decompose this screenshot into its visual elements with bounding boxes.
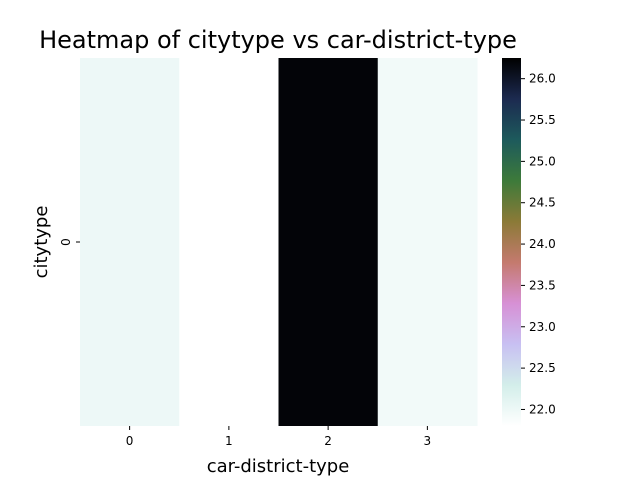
colorbar-tick-label: 24.0 — [529, 237, 556, 251]
heatmap-cell — [377, 58, 478, 426]
x-tick-label: 3 — [424, 434, 432, 448]
x-axis-label: car-district-type — [207, 456, 350, 477]
x-tick-label: 1 — [225, 434, 233, 448]
heatmap-cell — [80, 58, 180, 426]
colorbar-ticks: 22.0 22.5 23.0 23.5 24.0 24.5 25.0 25.5 26.0 — [521, 72, 556, 416]
y-tick-label: 0 — [59, 238, 73, 246]
heatmap-cells — [80, 58, 478, 426]
colorbar — [502, 58, 521, 426]
colorbar-tick-label: 22.5 — [529, 361, 556, 375]
x-tick-label: 2 — [324, 434, 332, 448]
heatmap-cell — [278, 58, 379, 426]
y-axis-label: citytype — [31, 206, 52, 279]
colorbar-tick-label: 25.0 — [529, 154, 556, 168]
colorbar-tick-label: 24.5 — [529, 196, 556, 210]
y-axis-ticks: 0 — [59, 238, 80, 246]
colorbar-tick-label: 22.0 — [529, 402, 556, 416]
colorbar-tick-label: 23.0 — [529, 320, 556, 334]
chart-title: Heatmap of citytype vs car-district-type — [39, 26, 517, 54]
x-axis-ticks: 0 1 2 3 — [126, 426, 431, 448]
colorbar-tick-label: 25.5 — [529, 113, 556, 127]
colorbar-tick-label: 26.0 — [529, 72, 556, 86]
x-tick-label: 0 — [126, 434, 134, 448]
colorbar-tick-label: 23.5 — [529, 278, 556, 292]
heatmap-cell — [179, 58, 279, 426]
